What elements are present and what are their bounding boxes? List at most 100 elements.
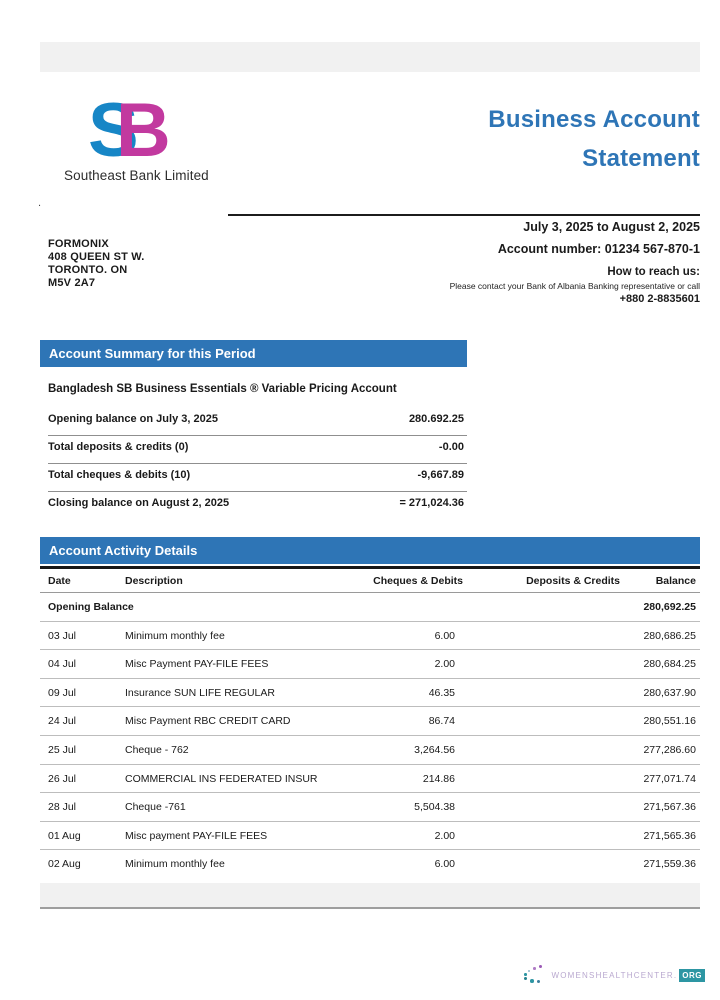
cell-debit: 214.86 [422, 772, 455, 785]
cell-credit [463, 773, 620, 793]
cell-debit: 6.00 [434, 858, 455, 871]
address-line-city: TORONTO. ON [48, 264, 128, 276]
cell-credit [463, 601, 620, 621]
bank-logo: SB Southeast Bank Limited [64, 88, 284, 184]
reach-us-phone: +880 2-8835601 [619, 293, 700, 305]
cell-date: 09 Jul [48, 686, 77, 699]
cell-credit [463, 858, 620, 879]
activity-table-header: Date Description Cheques & Debits Deposi… [40, 569, 700, 593]
document-title-line2: Statement [582, 145, 700, 172]
cell-date: 25 Jul [48, 743, 77, 756]
cell-label: Opening Balance [48, 601, 134, 613]
account-summary-section-header: Account Summary for this Period [40, 340, 467, 367]
summary-label: Opening balance on July 3, 2025 [48, 413, 218, 425]
cell-debit: 46.35 [428, 686, 455, 699]
customer-address: FORMONIX 408 QUEEN ST W. TORONTO. ON M5V… [48, 238, 145, 290]
summary-value: -0.00 [438, 441, 464, 453]
cell-balance: 277,286.60 [643, 743, 696, 756]
summary-row-opening: Opening balance on July 3, 2025 280.692.… [48, 408, 467, 436]
document-title-line1: Business Account [488, 106, 700, 133]
cell-balance: 271,567.36 [643, 801, 696, 814]
cell-date: 01 Aug [48, 829, 81, 842]
table-row: 09 Jul Insurance SUN LIFE REGULAR 46.35 … [40, 679, 700, 708]
cell-description: Minimum monthly fee [125, 629, 225, 642]
summary-row-closing: Closing balance on August 2, 2025 = 271,… [48, 492, 467, 520]
header-divider [228, 214, 700, 216]
table-row: 24 Jul Misc Payment RBC CREDIT CARD 86.7… [40, 707, 700, 736]
col-header-cheques-debits: Cheques & Debits [373, 575, 463, 587]
account-type-label: Bangladesh SB Business Essentials ® Vari… [48, 383, 397, 395]
cell-credit [463, 630, 620, 650]
activity-header-divider [40, 566, 700, 569]
address-line-street: 408 QUEEN ST W. [48, 251, 145, 263]
stray-mark: . [38, 197, 42, 209]
cell-credit [463, 830, 620, 850]
cell-date: 28 Jul [48, 801, 77, 814]
cell-balance: 277,071.74 [643, 772, 696, 785]
cell-date: 24 Jul [48, 715, 77, 728]
col-header-balance: Balance [655, 575, 696, 587]
logo-letter-b: B [115, 88, 171, 173]
table-row: 02 Aug Minimum monthly fee 6.00 271,559.… [40, 850, 700, 879]
cell-balance: 280,637.90 [643, 686, 696, 699]
table-row-opening-balance: Opening Balance 280,692.25 [40, 593, 700, 622]
cell-description: Misc Payment PAY-FILE FEES [125, 658, 269, 671]
cell-description: Misc Payment RBC CREDIT CARD [125, 715, 291, 728]
cell-balance: 271,565.36 [643, 829, 696, 842]
account-number: Account number: 01234 567-870-1 [497, 242, 700, 256]
cell-debit: 6.00 [434, 629, 455, 642]
watermark-org-badge: ORG [679, 968, 705, 982]
bank-name: Southeast Bank Limited [64, 168, 209, 183]
cell-credit [463, 744, 620, 764]
cell-debit: 86.74 [428, 715, 455, 728]
cell-credit [463, 715, 620, 735]
how-to-reach-us: How to reach us: Please contact your Ban… [300, 266, 700, 305]
page-bottom-band [40, 883, 700, 909]
cell-description: COMMERCIAL INS FEDERATED INSUR [125, 772, 318, 785]
document-title: Business Account Statement [300, 100, 700, 178]
cell-balance: 271,559.36 [643, 858, 696, 871]
cell-description: Misc payment PAY-FILE FEES [125, 829, 268, 842]
cell-date: 03 Jul [48, 629, 77, 642]
cell-debit: 2.00 [434, 658, 455, 671]
cell-balance: 280,551.16 [643, 715, 696, 728]
cell-date: 02 Aug [48, 858, 81, 871]
table-row: 26 Jul COMMERCIAL INS FEDERATED INSUR 21… [40, 765, 700, 794]
address-line-postal: M5V 2A7 [48, 277, 96, 289]
statement-period: July 3, 2025 to August 2, 2025 [523, 220, 700, 234]
col-header-description: Description [125, 575, 183, 587]
cell-credit [463, 687, 620, 707]
col-header-date: Date [48, 575, 71, 587]
summary-value: -9,667.89 [417, 469, 464, 481]
logo-letter-s: S [88, 88, 139, 173]
table-row: 01 Aug Misc payment PAY-FILE FEES 2.00 2… [40, 822, 700, 851]
summary-value: = 271,024.36 [399, 497, 464, 509]
table-row: 03 Jul Minimum monthly fee 6.00 280,686.… [40, 622, 700, 651]
cell-debit: 2.00 [434, 829, 455, 842]
cell-date: 26 Jul [48, 772, 77, 785]
summary-value: 280.692.25 [408, 413, 464, 425]
cell-credit [463, 801, 620, 821]
watermark-text: WOMENSHEALTHCENTER. [551, 970, 678, 980]
summary-label: Total cheques & debits (10) [48, 469, 191, 481]
reach-us-text: Please contact your Bank of Albania Bank… [449, 281, 700, 291]
table-row: 25 Jul Cheque - 762 3,264.56 277,286.60 [40, 736, 700, 765]
cell-balance: 280,684.25 [643, 658, 696, 671]
summary-label: Total deposits & credits (0) [48, 441, 189, 453]
account-activity-table: Date Description Cheques & Debits Deposi… [40, 569, 700, 879]
cell-description: Cheque - 762 [125, 743, 189, 756]
address-line-name: FORMONIX [48, 238, 109, 250]
watermark: WOMENSHEALTHCENTER. ORG [522, 964, 705, 986]
summary-label: Closing balance on August 2, 2025 [48, 497, 230, 509]
cell-description: Insurance SUN LIFE REGULAR [125, 686, 275, 699]
cell-debit: 3,264.56 [414, 743, 455, 756]
cell-description: Minimum monthly fee [125, 858, 225, 871]
account-summary-table: Opening balance on July 3, 2025 280.692.… [48, 408, 467, 520]
cell-balance: 280,692.25 [643, 601, 696, 613]
summary-row-deposits: Total deposits & credits (0) -0.00 [48, 436, 467, 464]
cell-debit: 5,504.38 [414, 801, 455, 814]
summary-row-debits: Total cheques & debits (10) -9,667.89 [48, 464, 467, 492]
table-row: 04 Jul Misc Payment PAY-FILE FEES 2.00 2… [40, 650, 700, 679]
cell-balance: 280,686.25 [643, 629, 696, 642]
cell-date: 04 Jul [48, 658, 77, 671]
